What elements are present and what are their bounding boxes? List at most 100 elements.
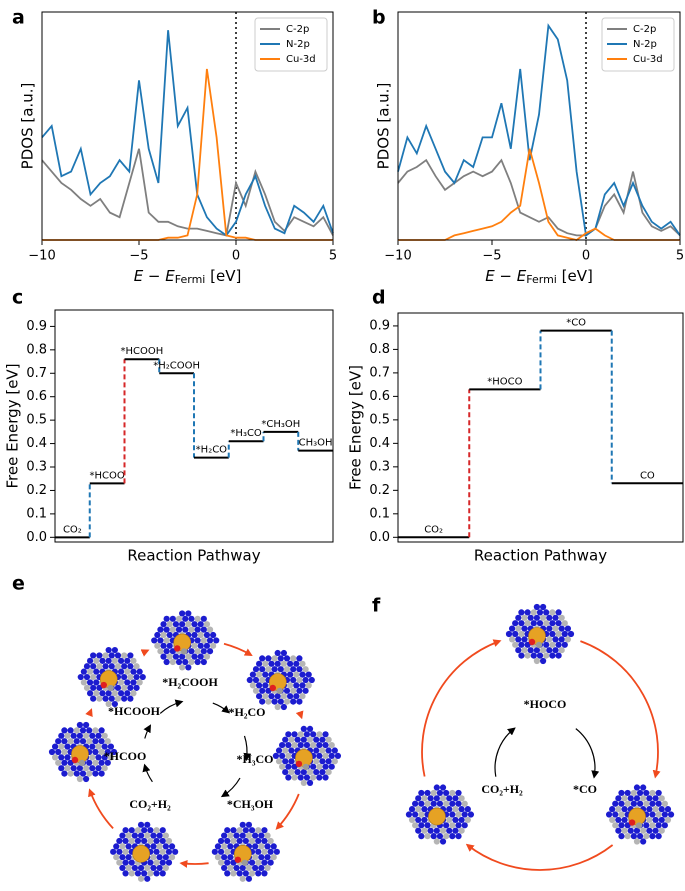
atom [203,653,211,660]
atom [652,816,659,824]
atom [117,668,125,675]
atom [274,649,281,657]
atom [540,657,547,665]
atom [230,837,237,845]
atom [640,795,647,802]
atom [245,875,253,882]
atom [156,854,163,861]
atom [515,636,522,643]
atom [543,652,550,659]
atom [99,690,106,697]
atom [325,769,332,776]
atom [310,763,317,770]
atom [418,822,425,829]
y-tick-label: 0.4 [369,436,390,451]
atom [162,843,169,850]
legend-label: N-2p [633,39,657,50]
atom [160,653,167,660]
atom [664,816,672,824]
atom [558,636,565,643]
atom [290,698,297,705]
atom [649,789,656,797]
atom [319,769,326,776]
catalyst-model [272,725,342,787]
legend-label: C-2p [633,24,656,35]
atom [255,671,263,678]
atom [122,859,129,866]
atom [290,666,297,673]
y-tick-label: 0.4 [26,436,47,451]
atom [322,742,329,749]
atom [558,614,565,621]
atom [89,754,96,761]
atom [210,631,217,639]
atom [114,652,122,659]
atom [255,859,262,866]
level-label: *CH₃OH [261,419,300,430]
atom [166,631,173,639]
atom [127,652,134,659]
atom [227,864,234,872]
atom [194,658,201,666]
atom [95,743,102,750]
atom [555,630,562,638]
atom [107,754,114,761]
atom [319,758,326,765]
y-axis-label: PDOS [a.u.] [19,83,37,170]
atom [203,621,211,628]
atom [313,758,320,765]
intermediate-label: CO₂+H₂ [129,797,171,811]
cu-atom [132,844,150,863]
atom [282,747,289,754]
atom [121,663,128,670]
atom [144,821,151,828]
catalyst-model [405,784,475,845]
atom [452,816,459,824]
atom [612,800,619,807]
atom [521,636,528,643]
atom [455,822,462,829]
atom [630,800,637,807]
atom [518,630,525,638]
level-label: *HCOOH [120,346,163,357]
atom [86,679,94,686]
atom [624,789,631,797]
atom [117,679,125,686]
atom [55,748,62,756]
atom [93,690,100,697]
atom [70,732,77,739]
atom [64,765,71,772]
atom [206,637,214,644]
plot-frame [41,11,334,241]
atom [273,848,280,855]
atom [664,806,672,813]
atom [558,647,565,654]
atom [101,732,108,739]
atom [153,837,160,845]
atom [76,765,83,772]
level-label: CO₂ [63,524,82,535]
atom [114,695,122,702]
arrow [465,843,614,871]
atom [92,738,99,745]
atom [421,806,428,813]
atom [296,676,303,684]
atom [261,837,268,845]
atom [255,682,263,689]
atom [172,848,179,855]
atom [150,854,157,861]
atom [294,736,301,743]
catalyst-model [605,784,675,845]
atom [271,666,278,673]
atom [283,666,291,673]
atom [214,843,222,850]
atom [508,636,516,643]
atom [131,864,138,872]
atom [279,752,286,760]
atom [108,695,115,702]
x-label-sub: Fermi [175,273,206,286]
adsorbate-c [535,641,543,649]
atom [433,827,440,834]
intermediate-label: *HCOOH [108,704,161,718]
